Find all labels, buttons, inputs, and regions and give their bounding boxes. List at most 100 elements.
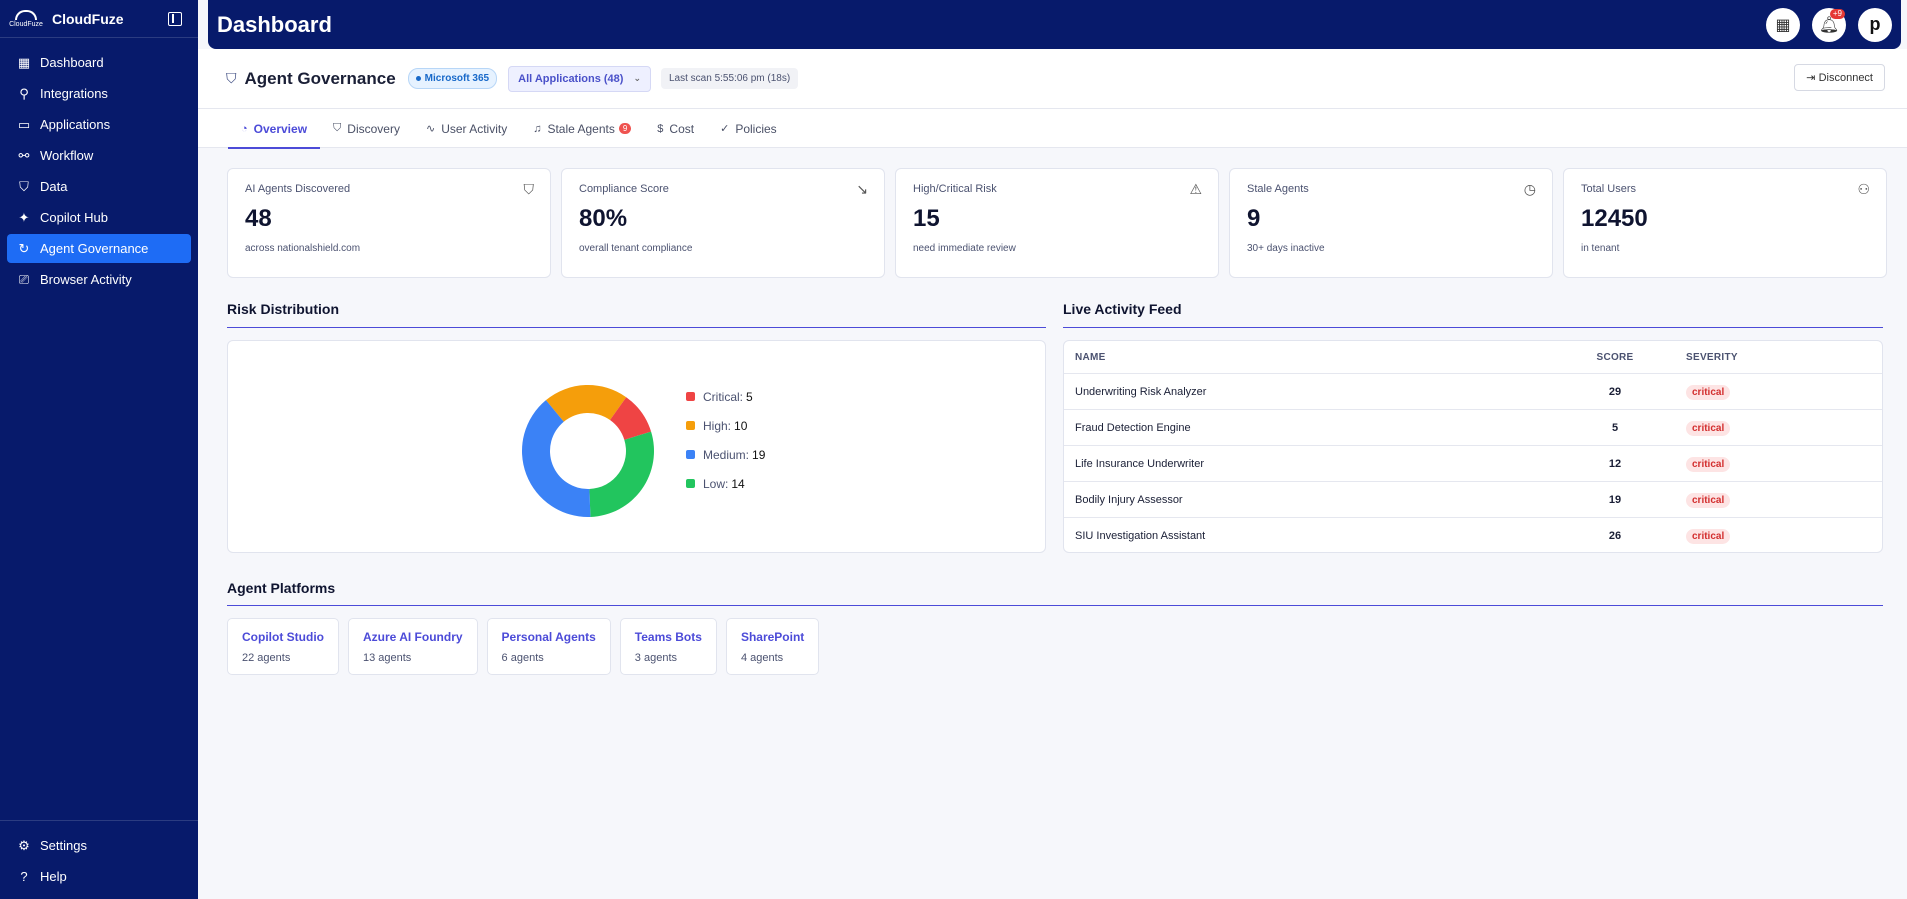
agent-score: 19 [1608,493,1622,506]
tab-overview[interactable]: ◔ Overview [228,109,321,149]
disconnect-button[interactable]: ⇥ Disconnect [1794,64,1885,91]
sidebar-item-label: Help [40,869,67,884]
donut-slice-critical[interactable] [610,397,652,440]
logout-icon: ⇥ [1806,72,1816,84]
section-divider [227,327,1046,328]
stat-card-compliance-score: Compliance Score 80% overall tenant comp… [561,168,885,278]
stat-value: 48 [245,205,272,232]
sidebar-item-help[interactable]: ? Help [7,862,191,891]
risk-distribution-card: Critical: 5 High: 10 Medium: 19 Low: 14 [227,340,1046,553]
sidebar-item-data[interactable]: ⛉ Data [7,172,191,201]
help-icon: ? [20,869,28,884]
table-row[interactable]: SIU Investigation Assistant 26 critical [1064,518,1882,552]
donut-slice-high[interactable] [545,385,627,422]
sidebar-collapse-icon[interactable] [168,11,182,26]
gear-icon: ⚙ [18,838,30,853]
agent-score: 5 [1611,421,1619,434]
tab-stale-agents[interactable]: ♫ Stale Agents 9 [520,109,644,148]
stat-value: 12450 [1581,205,1648,232]
agent-platforms: Copilot Studio 22 agents Azure AI Foundry… [227,618,820,675]
plug-icon: ⚲ [19,86,29,101]
tenant-badge-label: Microsoft 365 [424,73,490,84]
legend-label: Low: [703,476,729,491]
legend-label: Critical: [703,389,744,404]
application-select[interactable]: All Applications (48) ⌄ [508,65,651,92]
sidebar-item-browser-activity[interactable]: ⎚ Browser Activity [7,265,191,294]
legend-swatch [686,421,695,430]
stat-card-total-users: Total Users 12450 in tenant ⚇ [1563,168,1887,278]
stat-sub: 30+ days inactive [1247,243,1325,254]
sidebar: CloudFuze CloudFuze ▦ Dashboard ⚲ Integrat… [0,0,198,899]
column-header-score[interactable]: SCORE [1596,351,1634,363]
notifications-button[interactable]: 🔔︎ +9 [1812,7,1846,42]
window-icon: ▭ [17,117,31,132]
legend-swatch [686,479,695,488]
stat-sub: across nationalshield.com [245,243,361,254]
tab-label: Discovery [347,121,400,136]
platform-card-sharepoint[interactable]: SharePoint 4 agents [725,618,820,675]
section-divider [227,605,1883,606]
sidebar-item-label: Dashboard [40,55,104,70]
tab-cost[interactable]: $ Cost [644,109,707,148]
table-row[interactable]: Underwriting Risk Analyzer 29 critical [1064,374,1882,410]
sidebar-item-agent-governance[interactable]: ↻ Agent Governance [7,234,191,263]
legend-label: Medium: [703,447,750,462]
tenant-badge: Microsoft 365 [407,68,498,89]
tab-policies[interactable]: ✓ Policies [707,109,790,148]
column-header-name[interactable]: NAME [1075,351,1106,363]
table-row[interactable]: Life Insurance Underwriter 12 critical [1064,446,1882,482]
table-row[interactable]: Bodily Injury Assessor 19 critical [1064,482,1882,518]
stat-sub: in tenant [1581,243,1620,254]
tab-label: Policies [735,121,777,136]
sidebar-item-copilot-hub[interactable]: ✦ Copilot Hub [7,203,191,232]
risk-distribution-title: Risk Distribution [227,301,340,317]
agent-name: Life Insurance Underwriter [1075,457,1205,470]
sidebar-item-dashboard[interactable]: ▦ Dashboard [7,48,191,77]
calendar-button[interactable]: ▦ [1766,7,1800,42]
warning-icon: ⚠ [1189,181,1202,197]
legend-item-low: Low: 14 [686,476,765,491]
agent-name: Bodily Injury Assessor [1075,493,1183,506]
check-circle-icon: ✓ [720,123,730,135]
legend-item-critical: Critical: 5 [686,389,765,404]
risk-donut-chart [522,385,654,517]
donut-slice-medium[interactable] [522,400,591,517]
subheader: ⛉ Agent Governance Microsoft 365 All App… [198,49,1907,109]
donut-slice-low[interactable] [589,431,654,517]
tab-label: User Activity [441,121,508,136]
sidebar-bottom: ⚙ Settings ? Help [0,820,198,899]
page-header-title: Dashboard [217,11,332,37]
platform-name: Teams Bots [634,630,702,644]
agent-score: 29 [1608,385,1622,398]
user-avatar[interactable]: p [1858,7,1892,42]
legend-item-high: High: 10 [686,418,765,433]
platform-card-azure-ai-foundry[interactable]: Azure AI Foundry 13 agents [347,618,478,675]
stat-sub: need immediate review [913,243,1016,254]
tab-user-activity[interactable]: ∿ User Activity [413,109,520,148]
sidebar-item-applications[interactable]: ▭ Applications [7,110,191,139]
stat-label: Stale Agents [1247,183,1309,195]
shield-icon: ⛉ [226,70,237,86]
brand-name: CloudFuze [52,10,124,27]
platform-card-copilot-studio[interactable]: Copilot Studio 22 agents [227,618,339,675]
table-header: NAME SCORE SEVERITY [1064,341,1882,374]
platform-card-teams-bots[interactable]: Teams Bots 3 agents [619,618,717,675]
disconnect-label: Disconnect [1818,72,1873,84]
table-row[interactable]: Fraud Detection Engine 5 critical [1064,410,1882,446]
sidebar-item-integrations[interactable]: ⚲ Integrations [7,79,191,108]
stat-label: High/Critical Risk [913,183,997,195]
tab-label: Stale Agents [547,121,615,136]
stat-label: Compliance Score [579,183,669,195]
severity-badge: critical [1686,420,1731,436]
column-header-severity[interactable]: SEVERITY [1686,351,1738,363]
platform-name: SharePoint [740,630,805,644]
sidebar-item-settings[interactable]: ⚙ Settings [7,831,191,860]
sidebar-item-workflow[interactable]: ⚯ Workflow [7,141,191,170]
workflow-icon: ⚯ [18,148,30,163]
severity-badge: critical [1686,492,1731,508]
sidebar-item-label: Workflow [40,148,94,163]
tab-discovery[interactable]: ⛉ Discovery [320,109,413,148]
bell-icon: 🔔︎ [1818,16,1840,34]
brand: CloudFuze CloudFuze [0,0,198,38]
platform-card-personal-agents[interactable]: Personal Agents 6 agents [486,618,611,675]
